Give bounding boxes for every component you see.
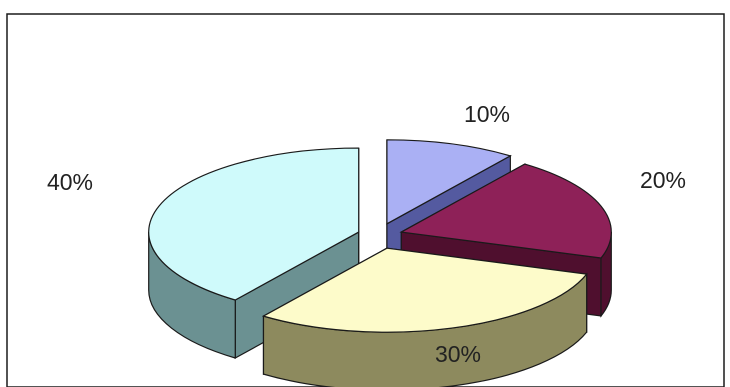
slice-top [148, 147, 360, 301]
slice-top [399, 163, 612, 259]
slice-label: 40% [47, 169, 93, 195]
slice-label: 20% [640, 167, 686, 193]
slice-label: 10% [464, 101, 510, 127]
top-text-strip [0, 0, 730, 12]
pie-slice-30-percent [261, 247, 588, 387]
slice-label: 30% [435, 341, 481, 367]
slice-top [386, 139, 512, 225]
slice-top [261, 247, 588, 333]
